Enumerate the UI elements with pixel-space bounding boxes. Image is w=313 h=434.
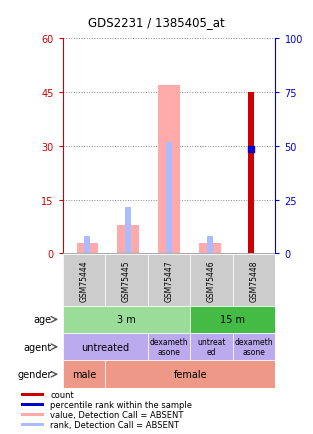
Bar	[148, 255, 190, 306]
Bar	[233, 255, 275, 306]
Bar	[117, 225, 139, 254]
Bar	[148, 333, 190, 361]
Text: dexameth
asone: dexameth asone	[150, 337, 188, 357]
Bar	[248, 93, 254, 254]
Bar	[21, 423, 44, 426]
Text: GSM75448: GSM75448	[250, 260, 259, 301]
Text: GDS2231 / 1385405_at: GDS2231 / 1385405_at	[88, 16, 225, 29]
Text: GSM75447: GSM75447	[165, 260, 173, 301]
Bar	[207, 236, 213, 254]
Text: agent: agent	[23, 342, 52, 352]
Text: untreat
ed: untreat ed	[197, 337, 226, 357]
Text: dexameth
asone: dexameth asone	[235, 337, 274, 357]
Bar	[233, 333, 275, 361]
Bar	[190, 255, 233, 306]
Bar	[190, 306, 275, 333]
Text: 3 m: 3 m	[117, 315, 136, 325]
Text: percentile rank within the sample: percentile rank within the sample	[50, 400, 192, 409]
Text: gender: gender	[17, 369, 52, 379]
Text: GSM75446: GSM75446	[207, 260, 216, 301]
Text: rank, Detection Call = ABSENT: rank, Detection Call = ABSENT	[50, 420, 179, 429]
Text: male: male	[72, 369, 96, 379]
Bar	[21, 393, 44, 396]
Bar	[166, 143, 172, 254]
Bar	[105, 255, 148, 306]
Text: value, Detection Call = ABSENT: value, Detection Call = ABSENT	[50, 410, 184, 419]
Bar	[105, 361, 275, 388]
Bar	[63, 333, 148, 361]
Bar	[158, 85, 180, 254]
Bar	[84, 236, 90, 254]
Bar	[125, 207, 131, 254]
Bar	[21, 413, 44, 416]
Bar	[63, 361, 105, 388]
Text: count: count	[50, 390, 74, 399]
Bar	[21, 403, 44, 406]
Bar	[190, 333, 233, 361]
Text: untreated: untreated	[81, 342, 129, 352]
Text: 15 m: 15 m	[220, 315, 245, 325]
Text: age: age	[33, 315, 52, 325]
Text: GSM75444: GSM75444	[80, 260, 88, 301]
Bar	[199, 243, 221, 254]
Bar	[76, 243, 98, 254]
Text: female: female	[173, 369, 207, 379]
Bar	[63, 255, 105, 306]
Bar	[63, 306, 190, 333]
Text: GSM75445: GSM75445	[122, 260, 131, 301]
